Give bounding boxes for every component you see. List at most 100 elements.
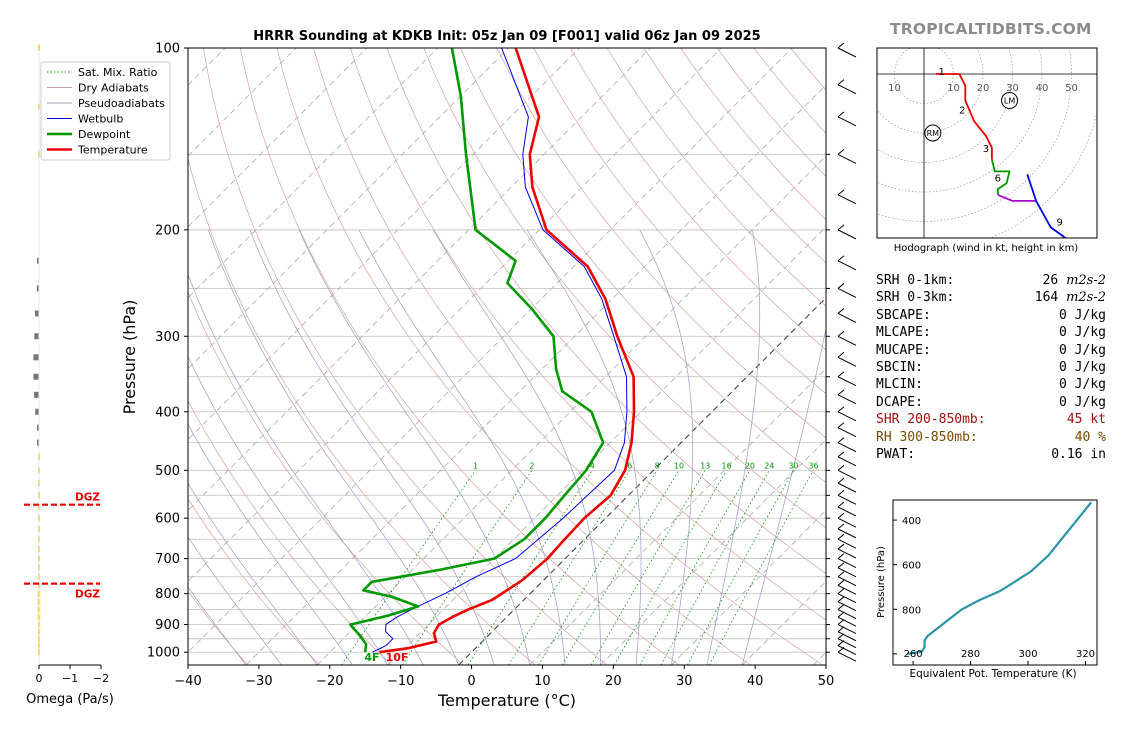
barb-feather: [837, 489, 845, 496]
y-tick-label: 200: [155, 223, 180, 238]
barb-staff: [837, 517, 857, 528]
wind-barb: [837, 330, 857, 346]
stat-value: 40 %: [1074, 429, 1106, 445]
mixing-ratio-label: 13: [700, 461, 710, 470]
barb-staff: [837, 356, 857, 367]
legend-label: Temperature: [77, 144, 148, 157]
hodograph-height-label: 3: [983, 144, 989, 155]
pseudoadiabat: [188, 355, 389, 665]
mixing-ratio-line: [613, 470, 727, 665]
wind-barb: [837, 523, 857, 539]
barb-feather: [837, 562, 845, 569]
barb-staff: [837, 287, 857, 298]
theta-y-tick-label: 800: [902, 605, 921, 616]
wind-barbs: [837, 42, 857, 662]
mixing-ratio-label: 16: [722, 461, 732, 470]
wind-barb: [837, 437, 857, 453]
mixing-ratio-label: 30: [788, 461, 798, 470]
stat-key: MUCAPE:: [876, 342, 931, 358]
dgz-label: DGZ: [75, 492, 100, 504]
y-tick-label: 900: [155, 618, 180, 633]
stat-key: RH 300-850mb:: [876, 429, 978, 445]
dry-adiabat: [203, 48, 608, 665]
wind-barb: [837, 626, 857, 642]
barb-staff: [837, 548, 857, 559]
dry-adiabat: [386, 48, 826, 574]
omega-bars: [33, 45, 41, 665]
barb-staff: [837, 312, 857, 323]
barb-staff: [837, 194, 857, 205]
stat-unit: m2s-2: [1066, 290, 1106, 306]
barb-feather: [837, 523, 845, 530]
mixing-ratio-label: 36: [808, 461, 818, 470]
dry-adiabat: [188, 157, 536, 665]
isotherm-line: [188, 48, 722, 582]
mixing-ratio-line: [508, 470, 631, 665]
omega-tick-label: 0: [36, 672, 43, 685]
wind-barb: [837, 464, 857, 480]
barb-feather: [837, 330, 845, 337]
hodograph-segment: [1026, 174, 1068, 238]
barb-staff: [837, 624, 857, 634]
dry-adiabat: [188, 291, 464, 665]
pseudoadiabat: [741, 327, 826, 665]
barb-feather: [837, 477, 845, 484]
barb-staff: [837, 638, 857, 649]
wind-barb: [837, 596, 857, 612]
barb-staff: [837, 528, 857, 539]
isotherm-line: [671, 509, 826, 665]
isotherm-line: [458, 297, 826, 665]
skewt-panel: 1 2 4 6 8 10 13 16 20 24 30 36 −40 −30 −20 −10 0 10 20 30 4…: [40, 42, 834, 710]
legend-label: Sat. Mix. Ratio: [78, 66, 158, 79]
barb-feather: [837, 464, 845, 471]
stat-row: MUCAPE: 0 J/kg: [876, 342, 1106, 359]
wind-barb: [837, 451, 857, 467]
barb-feather: [837, 371, 845, 378]
theta-e-line: [907, 501, 1093, 655]
barb-staff: [837, 609, 857, 619]
omega-xlabel: Omega (Pa/s): [26, 692, 114, 707]
pseudoadiabat: [639, 229, 694, 665]
theta-e-ylabel: Pressure (hPa): [876, 546, 887, 618]
x-tick-label: 20: [605, 674, 622, 689]
storm-motion-label: RM: [927, 129, 940, 138]
isotherm-line: [529, 368, 826, 665]
wind-barb: [837, 255, 857, 271]
barb-feather: [837, 255, 845, 262]
barb-feather: [837, 351, 845, 358]
skewt-ylabel: Pressure (hPa): [120, 300, 139, 415]
mixing-ratio-label: 2: [529, 461, 534, 470]
stat-value: 0 J/kg: [1059, 394, 1106, 410]
temperature-line: [379, 48, 636, 654]
mixing-ratio-label: 24: [764, 461, 774, 470]
barb-staff: [837, 153, 857, 164]
stat-row: RH 300-850mb: 40 %: [876, 429, 1106, 446]
dry-adiabat: [188, 498, 320, 665]
brand-logo: TROPICALTIDBITS.COM: [890, 20, 1092, 38]
omega-bar: [37, 257, 39, 264]
chart-title: HRRR Sounding at KDKB Init: 05z Jan 09 […: [253, 29, 760, 44]
dry-adiabat: [349, 48, 826, 621]
barb-feather: [837, 588, 845, 595]
wind-barb: [837, 422, 857, 438]
legend-label: Dewpoint: [78, 128, 131, 141]
barb-staff: [837, 593, 857, 604]
stat-key: SHR 200-850mb:: [876, 412, 986, 428]
barb-staff: [837, 616, 857, 627]
barb-staff: [837, 538, 857, 549]
barb-feather: [837, 596, 845, 603]
barb-staff: [837, 376, 857, 387]
profile-lines: [348, 48, 636, 654]
wind-barb: [837, 588, 857, 604]
theta-e-ticks: 260 280 300 320 400 600 800: [893, 516, 1095, 665]
wind-barb: [837, 389, 857, 405]
pseudoadiabat: [188, 423, 353, 665]
stat-row: SRH 0-3km: 164 m2s-2: [876, 289, 1106, 306]
dry-adiabat: [496, 48, 826, 439]
theta-y-tick-label: 400: [902, 516, 921, 527]
dry-adiabat: [313, 48, 823, 665]
barb-staff: [837, 442, 857, 453]
barb-feather: [837, 501, 845, 508]
y-tick-label: 100: [155, 42, 180, 57]
theta-x-tick-label: 300: [1018, 649, 1037, 660]
